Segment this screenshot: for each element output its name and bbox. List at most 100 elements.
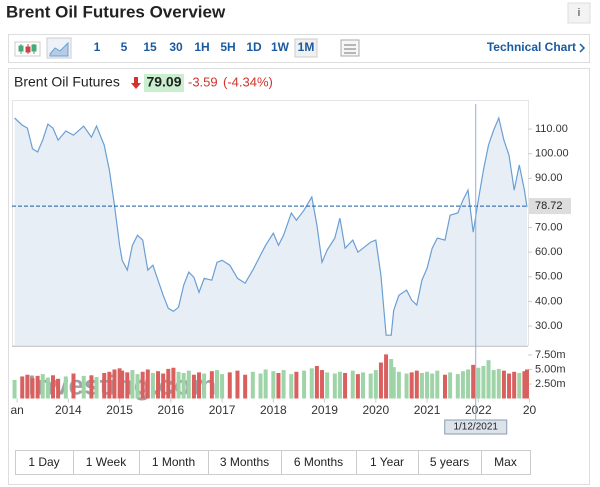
volume-bar xyxy=(409,372,414,399)
interval-button[interactable]: 30 xyxy=(169,40,183,54)
interval-active xyxy=(294,38,318,58)
y-tick-label: 70.00 xyxy=(535,221,563,233)
range-button-label: 3 Months xyxy=(220,455,269,469)
price-line xyxy=(14,116,528,336)
volume-bar xyxy=(404,373,409,399)
range-button-label: 1 Month xyxy=(152,455,195,469)
y-tick-label: 30.00 xyxy=(535,320,563,332)
interval-button[interactable]: 1M xyxy=(298,40,315,54)
volume-bar xyxy=(271,371,276,399)
volume-bar xyxy=(396,371,401,399)
volume-bar xyxy=(343,372,348,399)
volume-bar xyxy=(491,370,496,399)
range-button-label: Max xyxy=(494,455,517,469)
interval-button[interactable]: 1D xyxy=(246,40,262,54)
volume-bar xyxy=(235,370,240,399)
volume-bar xyxy=(135,374,140,399)
volume-bar xyxy=(481,365,486,399)
page-title: Brent Oil Futures Overview xyxy=(6,2,226,21)
y-tick-label: 50.00 xyxy=(535,271,563,283)
volume-bar xyxy=(289,374,294,399)
x-tick-label: 2020 xyxy=(362,403,389,417)
area-icon[interactable] xyxy=(46,37,72,59)
volume-bar xyxy=(332,373,337,399)
interval-button[interactable]: 1H xyxy=(194,40,209,54)
crosshair-badge xyxy=(444,419,508,435)
volume-bar xyxy=(524,369,529,399)
interval-button[interactable]: 1W xyxy=(271,40,290,54)
volume-bar xyxy=(166,368,171,399)
range-button[interactable] xyxy=(139,450,209,475)
x-tick-label: 2019 xyxy=(311,403,338,417)
price-area xyxy=(14,118,528,345)
volume-bar xyxy=(414,370,419,399)
info-button[interactable] xyxy=(567,2,591,24)
volume-bar xyxy=(227,372,232,399)
x-tick-label: 20 xyxy=(523,403,537,417)
volume-bar xyxy=(171,367,176,399)
crosshair-label: 1/12/2021 xyxy=(453,422,498,433)
volume-bar xyxy=(209,371,214,399)
volume-bar xyxy=(476,367,481,399)
volume-bar xyxy=(25,374,30,399)
volume-bar xyxy=(176,371,181,399)
x-tick-label: 2018 xyxy=(260,403,287,417)
volume-bar xyxy=(30,378,35,399)
volume-bar xyxy=(384,354,389,399)
interval-button[interactable]: 1 xyxy=(94,40,101,54)
price: 79.09 xyxy=(146,74,181,90)
range-button[interactable] xyxy=(208,450,282,475)
volume-bar xyxy=(117,368,122,399)
x-tick-label: an xyxy=(10,403,23,417)
settings-icon[interactable] xyxy=(340,39,360,57)
volume-bar xyxy=(140,371,145,399)
interval-button[interactable]: 15 xyxy=(143,40,157,54)
volume-bar xyxy=(220,374,225,399)
volume-bar xyxy=(258,373,263,399)
volume-bar xyxy=(161,373,166,399)
range-button-label: 1 Year xyxy=(370,455,404,469)
volume-bar xyxy=(102,372,107,399)
volume-bar xyxy=(309,368,314,399)
volume-bar xyxy=(112,369,117,399)
y-tick-label: 60.00 xyxy=(535,246,563,258)
volume-bar xyxy=(150,372,155,399)
range-button[interactable] xyxy=(481,450,531,475)
x-tick-label: 2016 xyxy=(157,403,184,417)
volume-bar xyxy=(496,368,501,399)
y-tick-label: 110.00 xyxy=(535,123,568,135)
interval-button[interactable]: 5 xyxy=(121,40,128,54)
interval-button[interactable]: 5H xyxy=(220,40,235,54)
last-price-label: 78.72 xyxy=(535,200,563,212)
volume-bar xyxy=(512,371,517,399)
range-button-label: 6 Months xyxy=(294,455,343,469)
change: -3.59 xyxy=(188,74,218,89)
volume-bar xyxy=(130,370,135,399)
y-tick-label: 100.00 xyxy=(535,148,569,160)
volume-bar xyxy=(186,370,191,399)
volume-bar xyxy=(448,372,453,399)
link-arrow xyxy=(579,43,586,53)
volume-bar xyxy=(460,371,465,399)
volume-bar xyxy=(378,362,383,399)
instrument-name: Brent Oil Futures xyxy=(14,74,120,90)
volume-bar xyxy=(517,372,522,399)
volume-bar xyxy=(314,365,319,399)
volume-bar xyxy=(325,372,330,399)
candle-icon[interactable] xyxy=(14,41,41,57)
down-arrow xyxy=(131,77,141,89)
x-tick-label: 2021 xyxy=(414,403,441,417)
volume-bar xyxy=(320,370,325,399)
volume-bar xyxy=(250,371,255,399)
volume-bar xyxy=(466,369,471,399)
technical-chart-link[interactable]: Technical Chart xyxy=(487,40,576,54)
volume-bar xyxy=(368,373,373,399)
volume-bar xyxy=(94,377,99,399)
volume-bar xyxy=(389,359,394,399)
volume-bar xyxy=(294,371,299,399)
volume-bar xyxy=(522,371,527,399)
volume-bar xyxy=(156,371,161,399)
volume-bar xyxy=(391,367,396,399)
volume-bar xyxy=(35,375,40,399)
